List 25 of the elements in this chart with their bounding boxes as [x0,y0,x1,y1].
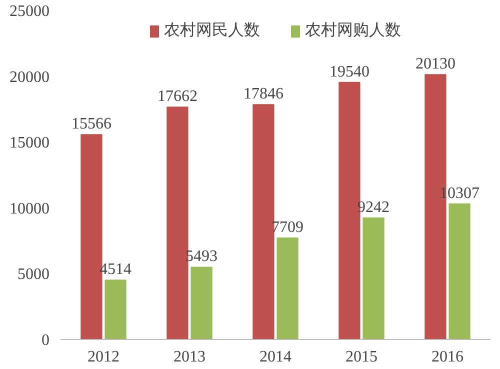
x-tick-label: 2013 [174,348,206,366]
data-label: 17846 [243,86,284,103]
y-tick-label: 10000 [10,200,50,218]
data-label: 20130 [415,56,456,73]
y-tick-label: 5000 [18,266,50,284]
bar [448,203,470,340]
bar [362,217,384,340]
y-tick-label: 0 [42,332,50,349]
bar [252,104,274,340]
data-label: 17662 [157,88,198,106]
x-tick-label: 2015 [346,348,378,366]
data-label: 19540 [329,63,370,80]
bar [166,106,188,340]
y-tick-label: 15000 [10,134,50,152]
bar [276,238,298,340]
y-tick-label: 25000 [10,3,50,20]
legend-label: 农村网购人数 [305,20,401,41]
legend-label: 农村网民人数 [164,20,260,41]
y-tick-label: 20000 [10,68,50,86]
x-tick-label: 2016 [432,348,464,366]
data-label: 15566 [71,116,112,133]
bar [104,280,126,340]
bar [190,266,212,340]
x-tick-label: 2012 [88,348,120,366]
x-tick-label: 2014 [260,348,292,366]
